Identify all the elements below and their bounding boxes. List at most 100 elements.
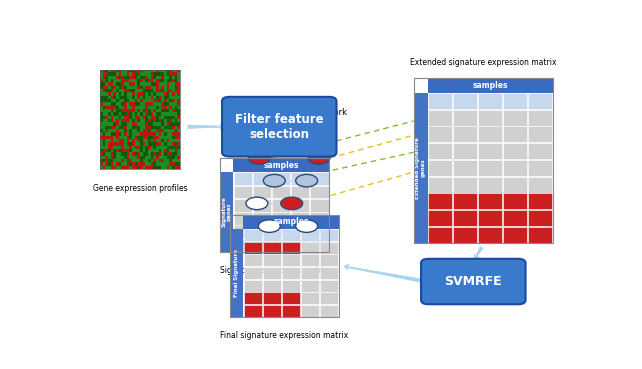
FancyBboxPatch shape [263, 254, 281, 266]
FancyBboxPatch shape [222, 97, 336, 156]
FancyBboxPatch shape [253, 172, 271, 185]
Circle shape [266, 123, 288, 136]
Text: Final Signature: Final Signature [234, 249, 239, 297]
FancyBboxPatch shape [428, 160, 452, 176]
FancyBboxPatch shape [244, 254, 262, 266]
FancyBboxPatch shape [503, 227, 527, 243]
Text: Filter feature
selection: Filter feature selection [235, 113, 324, 141]
FancyBboxPatch shape [263, 292, 281, 304]
FancyBboxPatch shape [428, 193, 452, 210]
FancyBboxPatch shape [253, 199, 271, 212]
FancyBboxPatch shape [282, 229, 300, 241]
FancyBboxPatch shape [453, 176, 477, 193]
FancyBboxPatch shape [253, 212, 271, 225]
FancyBboxPatch shape [272, 186, 290, 199]
FancyBboxPatch shape [311, 172, 329, 185]
FancyBboxPatch shape [301, 242, 319, 254]
FancyBboxPatch shape [453, 210, 477, 226]
FancyBboxPatch shape [428, 143, 452, 159]
FancyBboxPatch shape [263, 280, 281, 292]
FancyBboxPatch shape [528, 126, 552, 142]
Circle shape [291, 123, 313, 136]
FancyBboxPatch shape [478, 193, 502, 210]
FancyBboxPatch shape [301, 305, 319, 317]
Circle shape [263, 175, 285, 187]
FancyBboxPatch shape [301, 229, 319, 241]
FancyBboxPatch shape [272, 239, 290, 251]
FancyBboxPatch shape [253, 186, 271, 199]
FancyBboxPatch shape [220, 172, 234, 252]
FancyBboxPatch shape [234, 172, 252, 185]
FancyBboxPatch shape [234, 199, 252, 212]
Circle shape [296, 175, 318, 187]
FancyBboxPatch shape [244, 242, 262, 254]
FancyBboxPatch shape [503, 160, 527, 176]
FancyBboxPatch shape [263, 305, 281, 317]
FancyBboxPatch shape [282, 305, 300, 317]
FancyBboxPatch shape [234, 186, 252, 199]
Text: samples: samples [273, 217, 309, 226]
FancyBboxPatch shape [528, 93, 552, 109]
FancyBboxPatch shape [453, 193, 477, 210]
FancyBboxPatch shape [282, 254, 300, 266]
FancyBboxPatch shape [320, 229, 338, 241]
FancyBboxPatch shape [503, 193, 527, 210]
Circle shape [246, 197, 268, 210]
FancyBboxPatch shape [244, 267, 262, 279]
FancyBboxPatch shape [244, 280, 262, 292]
FancyBboxPatch shape [311, 186, 329, 199]
FancyBboxPatch shape [244, 305, 262, 317]
FancyBboxPatch shape [453, 93, 477, 109]
FancyBboxPatch shape [453, 160, 477, 176]
FancyBboxPatch shape [291, 172, 309, 185]
FancyBboxPatch shape [244, 229, 262, 241]
Circle shape [248, 152, 270, 164]
Circle shape [281, 197, 302, 210]
FancyBboxPatch shape [528, 227, 552, 243]
FancyBboxPatch shape [503, 110, 527, 126]
Circle shape [308, 152, 330, 164]
FancyBboxPatch shape [291, 239, 309, 251]
FancyBboxPatch shape [282, 267, 300, 279]
FancyBboxPatch shape [311, 212, 329, 225]
FancyBboxPatch shape [453, 143, 477, 159]
FancyBboxPatch shape [528, 110, 552, 126]
FancyBboxPatch shape [503, 143, 527, 159]
FancyBboxPatch shape [428, 93, 452, 109]
FancyBboxPatch shape [320, 254, 338, 266]
FancyBboxPatch shape [528, 160, 552, 176]
Text: SVMRFE: SVMRFE [444, 275, 502, 288]
FancyBboxPatch shape [234, 225, 252, 238]
Text: Signature
genes: Signature genes [221, 197, 232, 227]
FancyBboxPatch shape [291, 225, 309, 238]
FancyBboxPatch shape [478, 143, 502, 159]
FancyBboxPatch shape [478, 227, 502, 243]
Text: Extended Signature
genes: Extended Signature genes [415, 137, 426, 199]
FancyBboxPatch shape [453, 110, 477, 126]
FancyBboxPatch shape [528, 143, 552, 159]
Circle shape [296, 220, 318, 232]
FancyBboxPatch shape [528, 210, 552, 226]
Text: Final signature expression matrix: Final signature expression matrix [220, 331, 349, 340]
FancyBboxPatch shape [428, 210, 452, 226]
FancyBboxPatch shape [428, 126, 452, 142]
FancyBboxPatch shape [478, 110, 502, 126]
FancyBboxPatch shape [311, 225, 329, 238]
FancyBboxPatch shape [320, 267, 338, 279]
FancyBboxPatch shape [528, 176, 552, 193]
FancyBboxPatch shape [428, 176, 452, 193]
FancyBboxPatch shape [272, 172, 290, 185]
FancyBboxPatch shape [253, 225, 271, 238]
FancyBboxPatch shape [282, 242, 300, 254]
FancyBboxPatch shape [503, 126, 527, 142]
FancyBboxPatch shape [528, 193, 552, 210]
Circle shape [258, 220, 281, 232]
FancyBboxPatch shape [234, 212, 252, 225]
FancyBboxPatch shape [282, 292, 300, 304]
FancyBboxPatch shape [301, 292, 319, 304]
FancyBboxPatch shape [301, 267, 319, 279]
FancyBboxPatch shape [413, 93, 428, 243]
FancyBboxPatch shape [311, 199, 329, 212]
FancyBboxPatch shape [291, 186, 309, 199]
FancyBboxPatch shape [272, 212, 290, 225]
